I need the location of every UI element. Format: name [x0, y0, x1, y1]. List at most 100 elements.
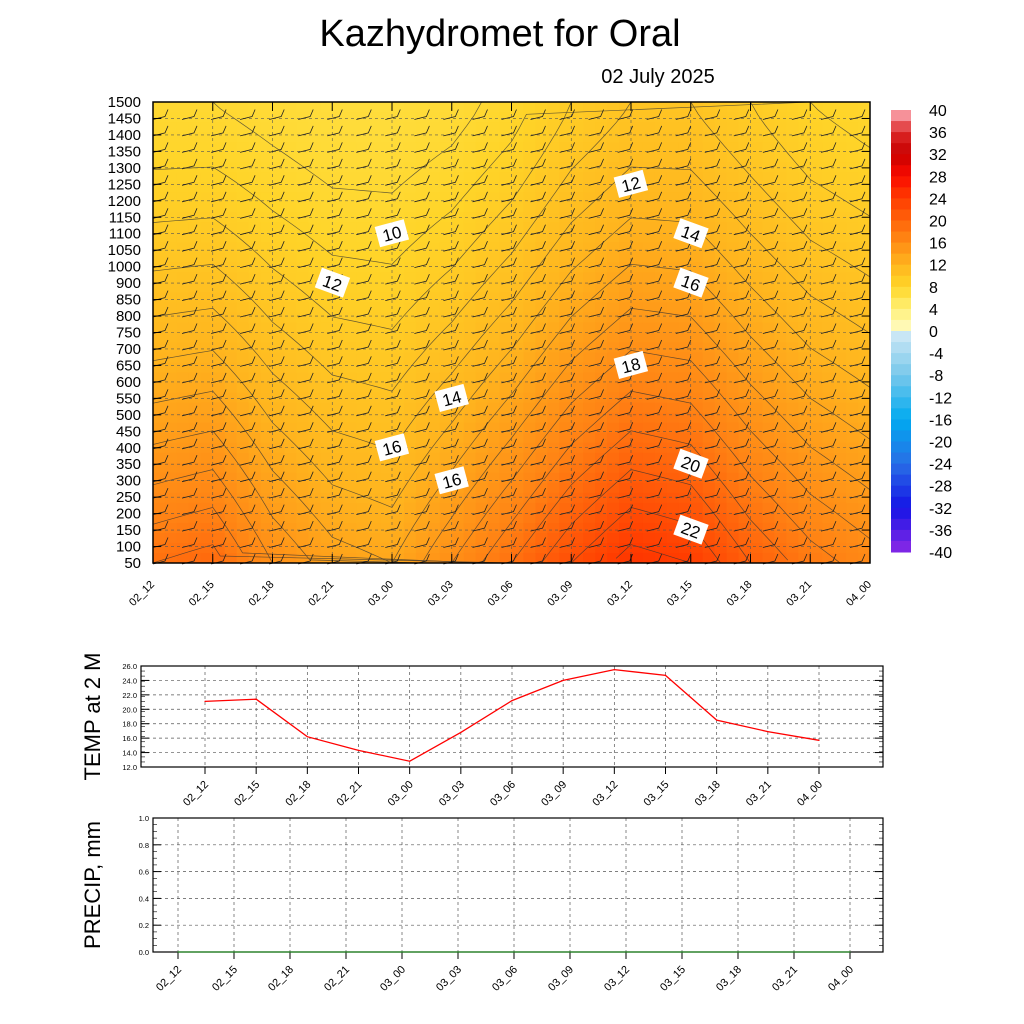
- heatmap-cell: [798, 532, 811, 544]
- heatmap-cell: [272, 102, 286, 113]
- heatmap-cell: [344, 422, 357, 434]
- heatmap-cell: [666, 442, 680, 454]
- wind-barb: [617, 471, 634, 483]
- heatmap-cell: [559, 552, 572, 563]
- heatmap-cell: [738, 532, 752, 544]
- heatmap-cell: [284, 442, 297, 454]
- heatmap-cell: [260, 192, 274, 203]
- wind-barb: [443, 422, 459, 433]
- wind-barb: [559, 290, 575, 301]
- heatmap-cell: [499, 372, 513, 384]
- heatmap-cell: [344, 312, 357, 324]
- heatmap-cell: [822, 252, 835, 263]
- heatmap-cell: [212, 332, 226, 344]
- heatmap-cell: [475, 442, 489, 454]
- heatmap-cell: [774, 182, 787, 193]
- heatmap-cell: [666, 132, 680, 143]
- wind-barb: [269, 241, 285, 252]
- wind-barb: [762, 405, 779, 417]
- heatmap-cell: [654, 372, 668, 384]
- wind-barb: [327, 339, 343, 351]
- heatmap-cell: [762, 222, 775, 233]
- heatmap-cell: [392, 302, 405, 314]
- wind-barb: [559, 339, 575, 351]
- heatmap-cell: [547, 372, 560, 384]
- heatmap-cell: [248, 422, 262, 434]
- heatmap-cell: [487, 102, 501, 113]
- heatmap-cell: [858, 142, 870, 153]
- wind-barb: [849, 520, 866, 532]
- wind-barb: [385, 290, 401, 301]
- heatmap-cell: [475, 412, 489, 424]
- wind-barb: [791, 175, 808, 186]
- heatmap-cell: [463, 312, 477, 324]
- contour-label: 22: [673, 514, 709, 545]
- heatmap-cell: [356, 272, 369, 283]
- heatmap-cell: [344, 242, 357, 253]
- heatmap-cell: [380, 392, 393, 404]
- heatmap-cell: [463, 352, 477, 364]
- heatmap-cell: [726, 292, 740, 304]
- wind-barb: [675, 142, 692, 153]
- heatmap-cell: [451, 232, 465, 243]
- heatmap-cell: [392, 492, 405, 504]
- heatmap-cell: [380, 152, 393, 163]
- heatmap-cell: [774, 362, 787, 374]
- heatmap-cell: [153, 202, 166, 213]
- wind-barb: [646, 455, 663, 466]
- heatmap-cell: [726, 252, 740, 263]
- heatmap-cell: [714, 532, 728, 544]
- wind-barb: [588, 537, 604, 548]
- heatmap-cell: [296, 472, 309, 484]
- heatmap-cell: [583, 152, 596, 163]
- heatmap-cell: [332, 262, 345, 273]
- heatmap-cell: [810, 282, 823, 294]
- heatmap-cell: [786, 352, 799, 364]
- wind-barb: [327, 487, 343, 499]
- heatmap-cell: [248, 342, 262, 354]
- heatmap-cell: [642, 132, 656, 143]
- heatmap-cell: [762, 262, 775, 273]
- heatmap-cell: [368, 482, 381, 494]
- heatmap-cell: [702, 272, 716, 283]
- heatmap-cell: [642, 342, 656, 354]
- heatmap-cell: [726, 432, 740, 444]
- heatmap-cell: [200, 342, 214, 354]
- heatmap-cell: [176, 272, 190, 283]
- heatmap-cell: [547, 312, 560, 324]
- heatmap-cell: [332, 252, 345, 263]
- heatmap-cell: [559, 192, 572, 203]
- heatmap-cell: [200, 412, 214, 424]
- heatmap-cell: [296, 282, 309, 294]
- wind-barb: [704, 356, 721, 367]
- heatmap-cell: [463, 132, 477, 143]
- wind-barb: [501, 158, 517, 170]
- wind-barb: [269, 504, 285, 515]
- heatmap-cell: [798, 132, 811, 143]
- heatmap-cell: [308, 102, 321, 113]
- heatmap-cell: [427, 422, 441, 434]
- wind-barb: [327, 438, 343, 450]
- heatmap-cell: [511, 462, 525, 474]
- heatmap-cell: [583, 282, 596, 294]
- heatmap-cell: [260, 232, 274, 243]
- heatmap-cell: [714, 172, 728, 183]
- heatmap-cell: [858, 412, 870, 424]
- heatmap-cell: [487, 462, 501, 474]
- heatmap-cell: [212, 242, 226, 253]
- heatmap-cell: [858, 192, 870, 203]
- heatmap-cell: [224, 222, 238, 233]
- wind-barb: [211, 372, 227, 384]
- heatmap-cell: [356, 172, 369, 183]
- heatmap-cell: [224, 102, 238, 113]
- heatmap-cell: [380, 272, 393, 283]
- y-tick-label: 0.2: [139, 921, 149, 930]
- heatmap-cell: [475, 262, 489, 273]
- heatmap-cell: [164, 492, 178, 504]
- heatmap-cell: [774, 452, 787, 464]
- heatmap-cell: [822, 142, 835, 153]
- heatmap-cell: [272, 152, 286, 163]
- heatmap-cell: [344, 372, 357, 384]
- heatmap-cell: [714, 122, 728, 133]
- wind-barb: [762, 109, 779, 120]
